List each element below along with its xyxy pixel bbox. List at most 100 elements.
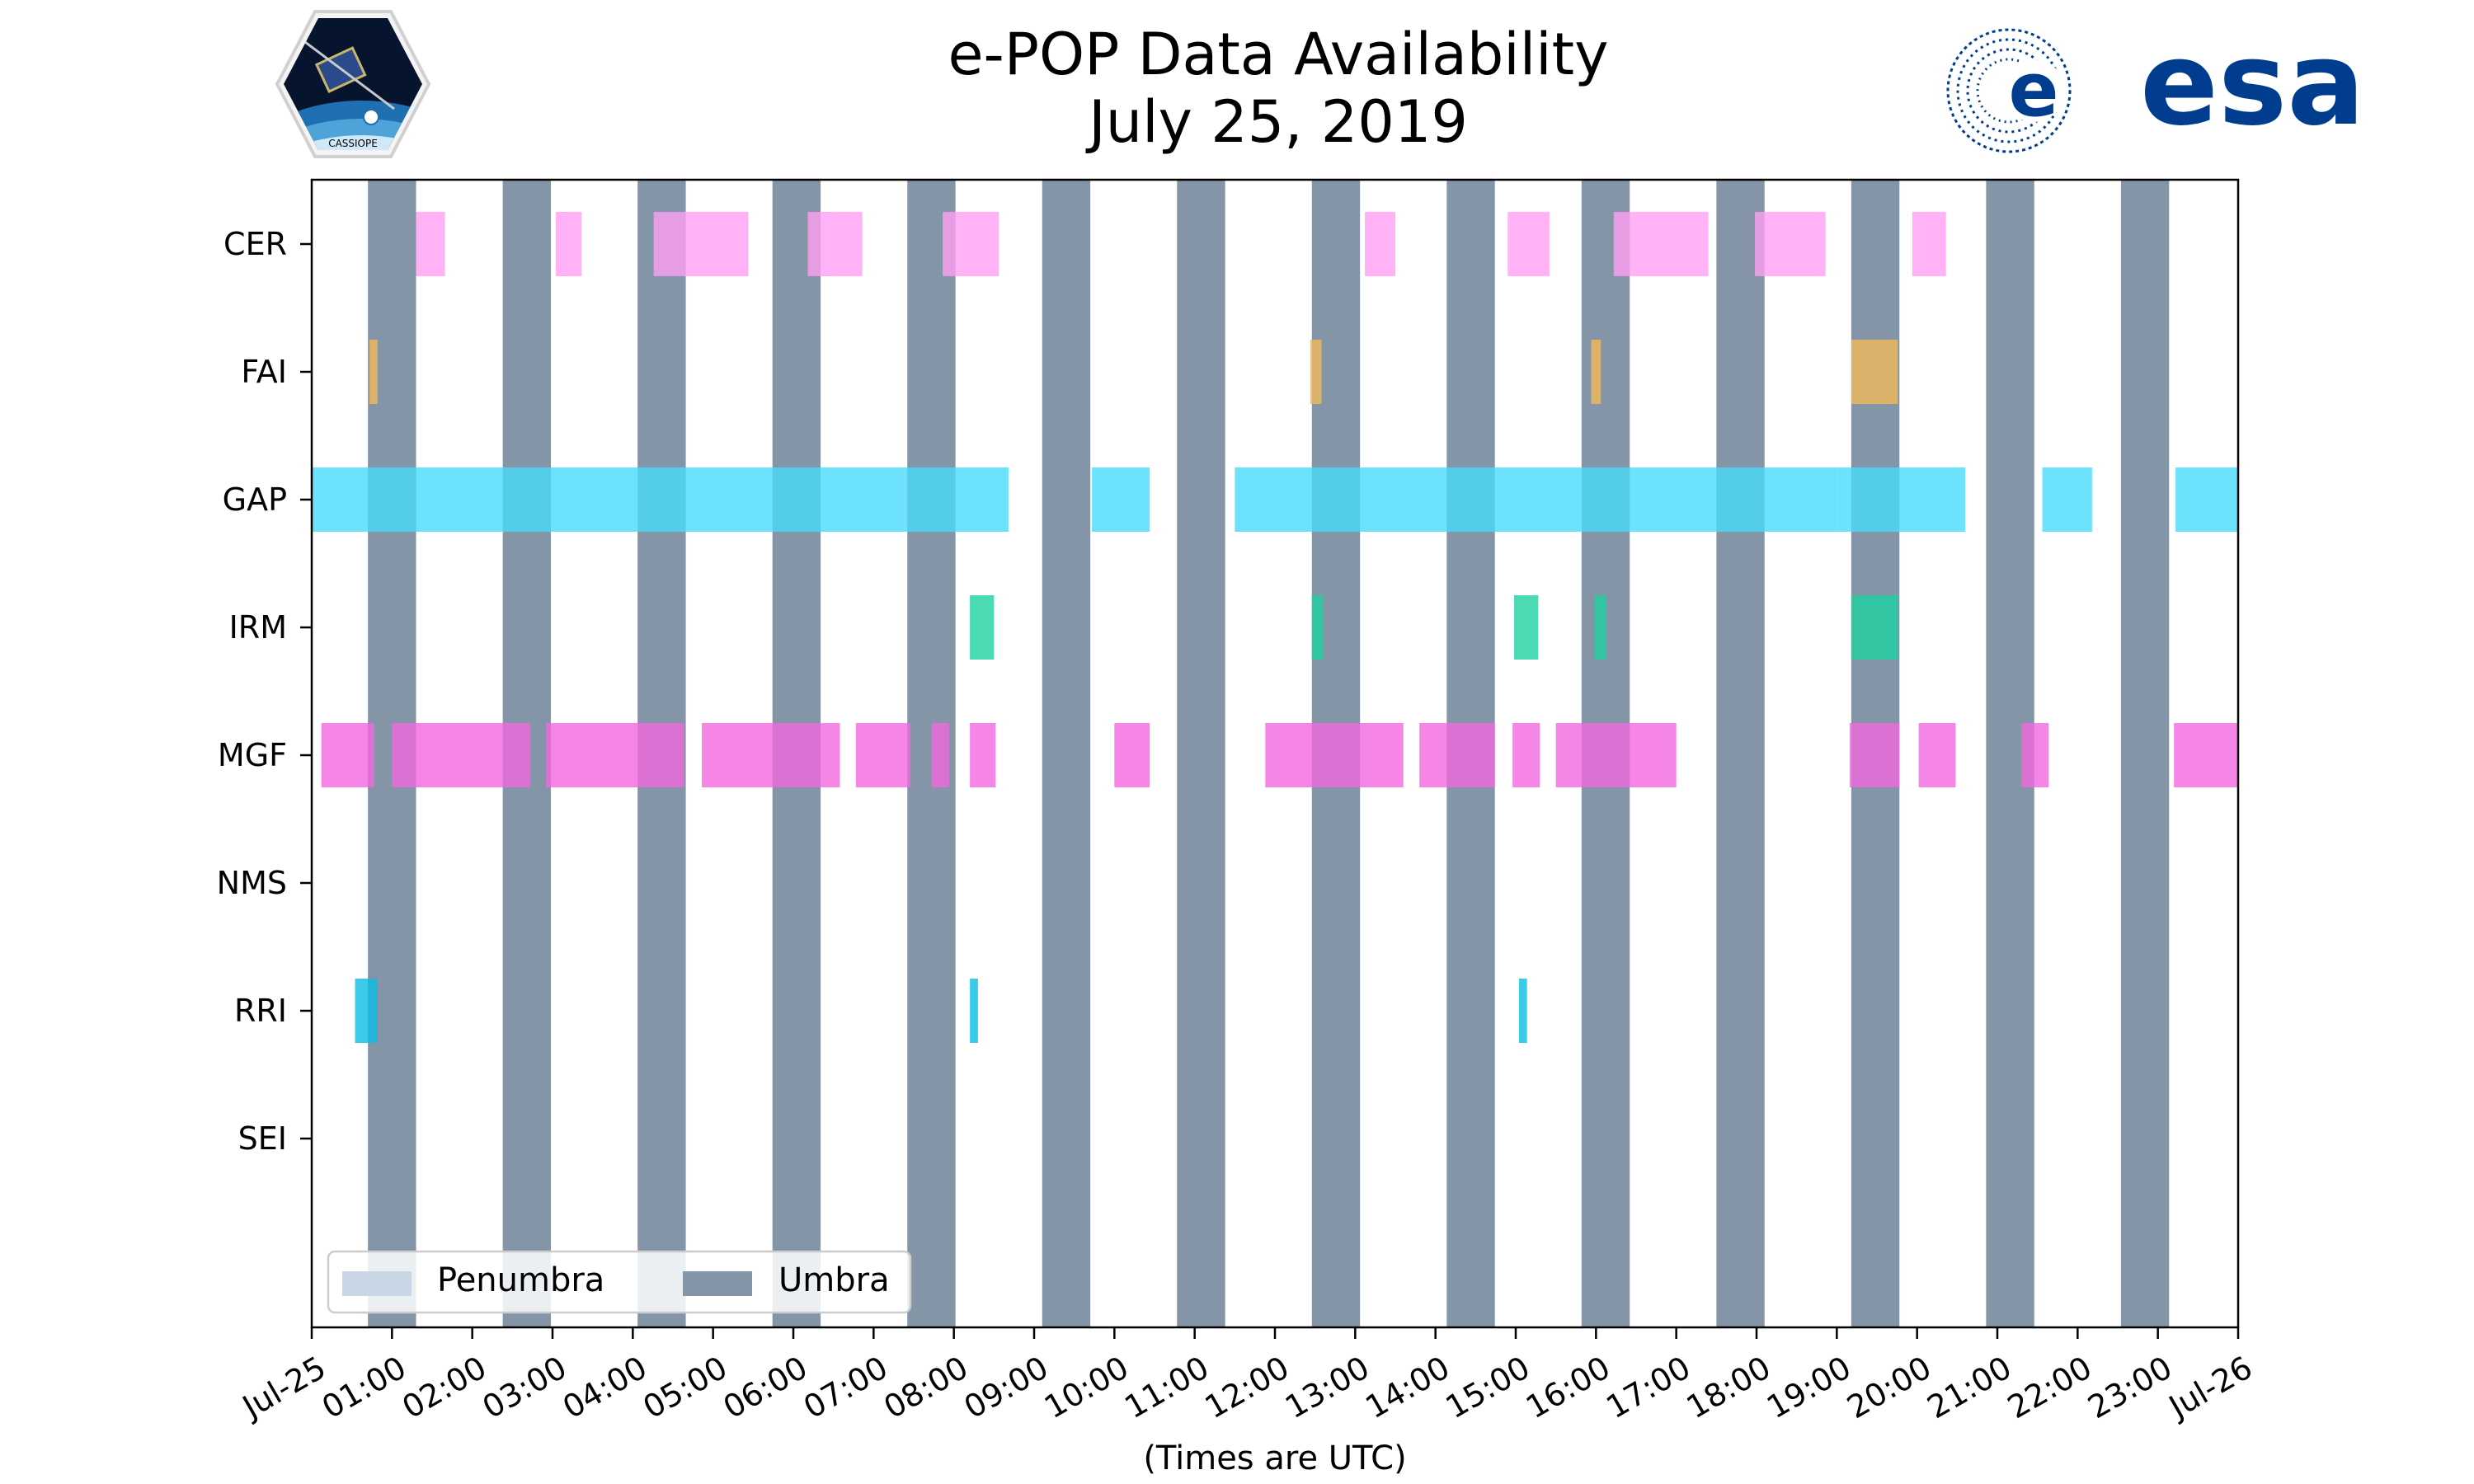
- bar-mgf-1: [392, 723, 530, 787]
- x-tick-label-14: 14:00: [1359, 1349, 1456, 1425]
- bar-cer-8: [1755, 212, 1826, 276]
- x-tick-label-5: 05:00: [637, 1349, 733, 1425]
- bar-gap-5: [1837, 467, 1966, 532]
- x-tick-label-18: 18:00: [1681, 1349, 1777, 1425]
- bar-cer-7: [1613, 212, 1709, 276]
- x-tick-label-10: 10:00: [1038, 1349, 1135, 1425]
- bar-cer-0: [416, 212, 445, 276]
- bar-fai-2: [1591, 340, 1602, 404]
- bar-mgf-6: [970, 723, 996, 787]
- bar-rri-0: [355, 979, 378, 1043]
- umbra-band-13: [2120, 180, 2170, 1327]
- legend-label-umbra: Umbra: [778, 1261, 890, 1299]
- x-tick-label-20: 20:00: [1841, 1349, 1937, 1425]
- bar-mgf-12: [1849, 723, 1900, 787]
- bar-fai-1: [1310, 340, 1322, 404]
- bar-gap-6: [2042, 467, 2092, 532]
- bar-gap-4: [1467, 467, 1837, 532]
- legend-swatch-penumbra: [342, 1271, 412, 1296]
- bar-mgf-7: [1114, 723, 1150, 787]
- bar-mgf-9: [1419, 723, 1495, 787]
- cassiope-logo-text: CASSIOPE: [328, 138, 378, 149]
- y-tick-label-fai: FAI: [241, 354, 287, 390]
- y-tick-label-cer: CER: [223, 226, 287, 262]
- bar-mgf-11: [1555, 723, 1677, 787]
- bar-irm-4: [1851, 595, 1898, 660]
- bar-irm-2: [1514, 595, 1539, 660]
- x-tick-label-12: 12:00: [1199, 1349, 1296, 1425]
- x-tick-label-24: Jul-26: [2161, 1349, 2258, 1425]
- x-tick-label-9: 09:00: [958, 1349, 1055, 1425]
- bar-gap-2: [1092, 467, 1150, 532]
- instrument-bars: [312, 212, 2238, 1043]
- x-tick-label-1: 01:00: [316, 1349, 412, 1425]
- bar-irm-3: [1594, 595, 1606, 660]
- x-tick-label-0: Jul-25: [235, 1349, 332, 1425]
- esa-logo-text: esa: [2140, 17, 2365, 152]
- legend-box: [327, 1250, 912, 1314]
- y-axis: CER FAI GAP IRM MGF NMS RRI SEI: [217, 226, 312, 1157]
- x-tick-label-21: 21:00: [1921, 1349, 2018, 1425]
- bar-rri-1: [970, 979, 978, 1043]
- bar-cer-9: [1912, 212, 1946, 276]
- legend: Penumbra Umbra: [327, 1250, 912, 1314]
- x-axis-label: (Times are UTC): [1143, 1439, 1406, 1477]
- bar-gap-3: [1235, 467, 1468, 532]
- bar-mgf-15: [2174, 723, 2238, 787]
- x-tick-label-16: 16:00: [1520, 1349, 1616, 1425]
- bar-mgf-2: [546, 723, 684, 787]
- esa-logo: e esa: [1946, 17, 2365, 153]
- bar-cer-5: [1365, 212, 1395, 276]
- x-tick-label-6: 06:00: [717, 1349, 814, 1425]
- bar-cer-2: [653, 212, 749, 276]
- x-tick-label-11: 11:00: [1118, 1349, 1215, 1425]
- x-tick-label-17: 17:00: [1600, 1349, 1696, 1425]
- bar-cer-4: [943, 212, 999, 276]
- esa-logo-emblem: e: [1946, 28, 2072, 153]
- bar-mgf-4: [855, 723, 911, 787]
- legend-label-penumbra: Penumbra: [437, 1261, 604, 1299]
- bar-mgf-8: [1265, 723, 1404, 787]
- x-axis: Jul-2501:0002:0003:0004:0005:0006:0007:0…: [235, 1327, 2259, 1426]
- bar-cer-1: [555, 212, 582, 276]
- y-tick-label-rri: RRI: [234, 993, 287, 1029]
- y-tick-label-mgf: MGF: [218, 737, 287, 773]
- x-tick-label-4: 04:00: [557, 1349, 653, 1425]
- x-tick-label-19: 19:00: [1761, 1349, 1857, 1425]
- umbra-band-6: [1177, 180, 1225, 1327]
- bar-mgf-0: [321, 723, 374, 787]
- bar-mgf-10: [1512, 723, 1540, 787]
- x-tick-label-7: 07:00: [797, 1349, 894, 1425]
- svg-text:e: e: [2008, 47, 2058, 134]
- y-tick-label-nms: NMS: [217, 865, 287, 901]
- umbra-band-10: [1716, 180, 1765, 1327]
- bar-mgf-13: [1918, 723, 1956, 787]
- y-tick-label-gap: GAP: [223, 481, 287, 518]
- x-tick-label-3: 03:00: [477, 1349, 573, 1425]
- chart-subtitle: July 25, 2019: [1085, 88, 1468, 156]
- bar-fai-3: [1851, 340, 1898, 404]
- bar-cer-6: [1507, 212, 1550, 276]
- bar-mgf-14: [2021, 723, 2049, 787]
- x-tick-label-8: 08:00: [877, 1349, 974, 1425]
- chart-title: e-POP Data Availability: [948, 21, 1608, 88]
- bar-gap-0: [312, 467, 905, 532]
- x-tick-label-13: 13:00: [1279, 1349, 1376, 1425]
- legend-swatch-umbra: [683, 1271, 752, 1296]
- bar-fai-0: [369, 340, 378, 404]
- x-tick-label-2: 02:00: [396, 1349, 492, 1425]
- bar-gap-1: [904, 467, 1009, 532]
- x-tick-label-23: 23:00: [2081, 1349, 2178, 1425]
- bar-mgf-3: [702, 723, 840, 787]
- bar-gap-7: [2175, 467, 2238, 532]
- bar-rri-2: [1518, 979, 1527, 1043]
- y-tick-label-sei: SEI: [238, 1120, 287, 1157]
- bar-irm-0: [970, 595, 995, 660]
- bar-cer-3: [807, 212, 863, 276]
- x-tick-label-22: 22:00: [2001, 1349, 2098, 1425]
- bar-irm-1: [1311, 595, 1324, 660]
- y-tick-label-irm: IRM: [229, 609, 287, 646]
- x-tick-label-15: 15:00: [1440, 1349, 1536, 1425]
- bar-mgf-5: [931, 723, 949, 787]
